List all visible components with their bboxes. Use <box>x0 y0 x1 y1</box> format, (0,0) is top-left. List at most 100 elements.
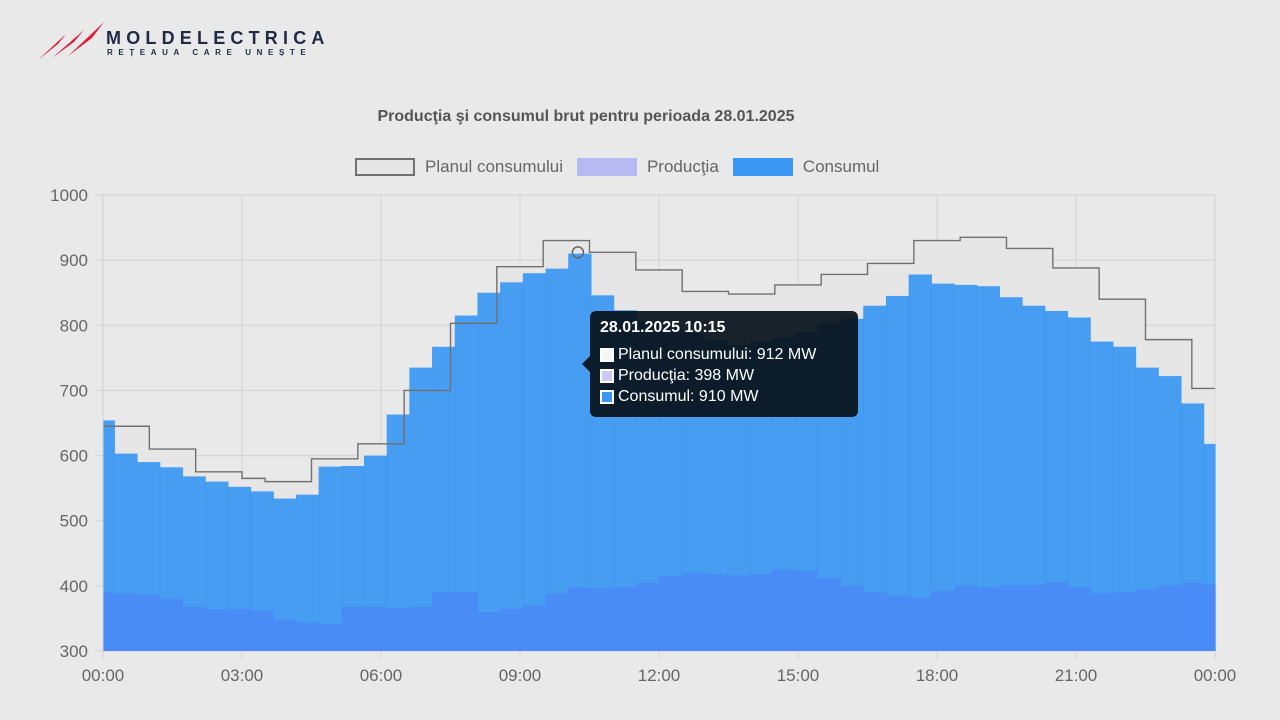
productie-bar <box>817 578 842 651</box>
consum-bar <box>999 297 1023 651</box>
consum-bar <box>500 282 524 651</box>
tooltip-swatch-productie <box>600 368 614 383</box>
tooltip-swatch-plan <box>600 347 614 362</box>
chart-title: Producţia şi consumul brut pentru perioa… <box>377 108 795 125</box>
consum-bar <box>1112 346 1137 651</box>
y-tick-label: 400 <box>60 577 88 596</box>
consum-bar <box>341 465 365 651</box>
tooltip-label-consum: Consumul: 910 MW <box>618 387 759 405</box>
productie-bar <box>363 606 388 651</box>
productie-bar <box>273 619 297 651</box>
consum-bar <box>727 344 751 651</box>
productie-bar <box>227 608 252 651</box>
x-tick-label: 00:00 <box>82 666 125 685</box>
consum-bar <box>295 494 320 651</box>
productie-bar <box>636 582 660 651</box>
productie-bar <box>295 622 320 651</box>
productie-bar <box>341 606 365 651</box>
consum-bar <box>954 284 978 651</box>
productie-bar <box>1044 581 1069 651</box>
productie-bar <box>432 592 456 651</box>
hover-point-marker <box>571 246 585 259</box>
productie-bar <box>1067 587 1091 651</box>
productie-bar <box>795 570 819 651</box>
consum-bar <box>409 367 433 651</box>
y-tick-label: 300 <box>60 642 88 661</box>
consum-bar <box>1203 443 1216 651</box>
y-tick-label: 500 <box>60 512 88 531</box>
productie-bar <box>749 574 774 651</box>
consum-bar <box>386 414 410 651</box>
x-tick-label: 00:00 <box>1194 666 1237 685</box>
logo-arrows-icon <box>38 22 104 60</box>
x-tick-label: 15:00 <box>777 666 820 685</box>
legend-label-consum: Consumul <box>802 157 880 176</box>
productie-bar <box>1158 585 1182 651</box>
legend-label-productie: Producţia <box>646 157 719 176</box>
productie-bar <box>205 609 229 651</box>
productie-bar <box>386 608 410 651</box>
y-tick-label: 600 <box>60 447 88 466</box>
consum-bar <box>908 274 932 651</box>
consum-bar <box>1135 367 1159 651</box>
chart-legend: Planul consumului Producţia Consumul <box>355 157 893 177</box>
productie-bar <box>103 592 115 651</box>
consum-bar <box>1067 317 1091 651</box>
productie-bar <box>159 598 184 651</box>
consum-bar <box>363 455 388 651</box>
y-tick-label: 700 <box>60 381 88 400</box>
productie-bar <box>908 597 932 651</box>
productie-bar <box>931 591 955 651</box>
productie-bar <box>568 587 592 651</box>
productie-bar <box>114 593 138 651</box>
tooltip-row-plan: Planul consumului: 912 MW <box>600 344 848 365</box>
legend-swatch-consum <box>732 158 793 176</box>
legend-item-plan[interactable]: Planul consumului <box>355 157 563 177</box>
productie-bar <box>522 605 547 651</box>
productie-bar <box>1112 592 1137 651</box>
y-tick-label: 1000 <box>50 186 88 205</box>
tooltip-swatch-consum <box>600 389 614 404</box>
productie-bar <box>840 585 864 651</box>
tooltip-time: 28.01.2025 10:15 <box>600 319 726 336</box>
legend-label-plan: Planul consumului <box>425 157 563 176</box>
consum-bar <box>103 420 115 651</box>
productie-bar <box>659 576 683 651</box>
productie-bar <box>318 623 342 651</box>
tooltip-row-consum: Consumul: 910 MW <box>600 386 848 407</box>
consum-bar <box>1022 305 1046 651</box>
consum-bar <box>704 339 728 651</box>
productie-bar <box>1203 584 1216 651</box>
consum-bar <box>749 341 774 651</box>
productie-bar <box>772 569 796 651</box>
legend-item-consum[interactable]: Consumul <box>732 157 880 177</box>
consum-bar <box>1044 310 1069 651</box>
x-tick-label: 18:00 <box>916 666 959 685</box>
consum-bar <box>976 286 1001 651</box>
consum-bar <box>931 283 955 651</box>
consum-bar <box>568 253 592 651</box>
series-plan-line <box>103 236 1215 483</box>
productie-bar <box>1090 593 1114 651</box>
consum-bar <box>545 268 569 651</box>
tooltip-label-productie: Producţia: 398 MW <box>618 366 755 384</box>
consum-bar <box>205 481 229 651</box>
productie-bar <box>954 585 978 651</box>
chart-tooltip: 28.01.2025 10:15 Planul consumului: 912 … <box>582 311 858 417</box>
consum-bar <box>863 305 887 651</box>
x-tick-label: 06:00 <box>360 666 403 685</box>
productie-bar <box>863 592 887 651</box>
consum-bar <box>885 295 910 651</box>
x-tick-label: 12:00 <box>638 666 681 685</box>
productie-bar <box>613 587 637 651</box>
productie-bar <box>681 572 705 651</box>
x-tick-label: 21:00 <box>1055 666 1098 685</box>
tooltip-label-plan: Planul consumului: 912 MW <box>618 345 817 363</box>
consum-bar <box>1090 341 1114 651</box>
consum-bar <box>454 315 479 651</box>
productie-bar <box>704 574 728 651</box>
consum-bar <box>522 273 547 651</box>
consum-bar <box>273 498 297 651</box>
productie-bar <box>590 588 615 651</box>
legend-item-productie[interactable]: Producţia <box>576 157 719 177</box>
